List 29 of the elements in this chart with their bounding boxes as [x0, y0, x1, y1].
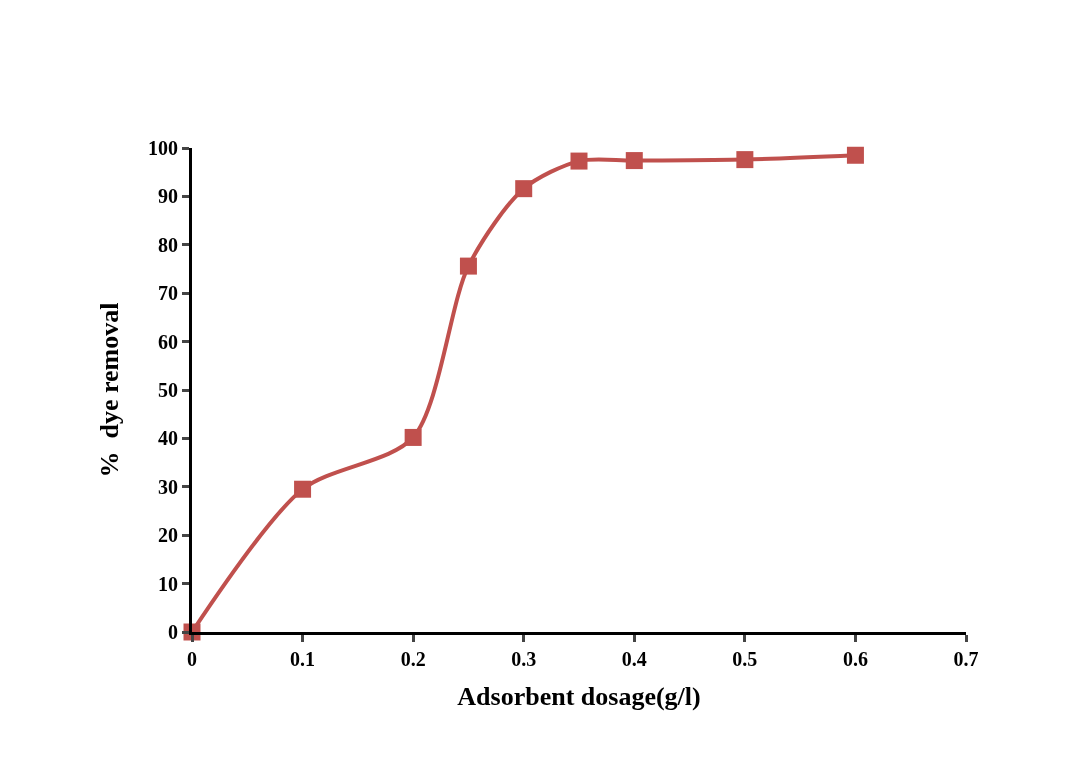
x-tick-label: 0.6	[842, 648, 868, 670]
x-tick-label: 0.2	[400, 648, 426, 670]
x-tick-label: 0.4	[621, 648, 647, 670]
y-tick-label: 100	[148, 137, 178, 159]
y-tick-label: 50	[158, 379, 178, 401]
point	[459, 257, 477, 275]
y-tick-label: 0	[168, 621, 178, 643]
y-axis-title: % dye removal	[95, 302, 125, 478]
x-tick-label: 0	[187, 648, 197, 670]
x-axis-title: Adsorbent dosage(g/l)	[457, 681, 701, 711]
y-tick-label: 10	[158, 572, 178, 595]
point	[294, 480, 312, 498]
y-tick-label: 80	[158, 233, 178, 256]
y-tick-label: 90	[158, 185, 178, 208]
point	[736, 151, 754, 169]
y-tick-label: 20	[158, 524, 178, 547]
y-tick-label: 30	[158, 475, 178, 498]
point	[846, 146, 864, 164]
point	[404, 428, 422, 446]
x-tick-label: 0.1	[290, 648, 316, 670]
y-tick-label: 60	[158, 330, 178, 353]
point	[570, 152, 588, 170]
y-tick-label: 70	[158, 282, 178, 305]
x-tick-label: 0.7	[953, 648, 979, 670]
x-tick-label: 0.5	[732, 648, 758, 670]
point	[515, 180, 533, 198]
x-tick-label: 0.3	[511, 648, 537, 670]
y-tick-label: 40	[158, 427, 178, 450]
point	[625, 152, 643, 170]
